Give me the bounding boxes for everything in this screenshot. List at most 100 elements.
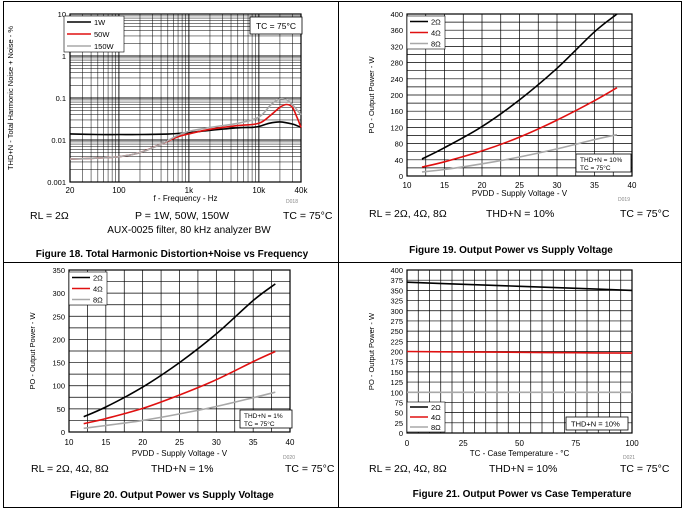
x-tick-label: 1k bbox=[185, 186, 194, 195]
fig21-condition-rl: RL = 2Ω, 4Ω, 8Ω bbox=[369, 463, 447, 475]
chart-power-vs-voltage-10pct: 10 15 20 25 30 35 4004080120160200240280320360… bbox=[367, 10, 637, 198]
x-axis-label: PVDD - Supply Voltage - V bbox=[472, 189, 568, 198]
y-tick-label: 10 bbox=[58, 10, 66, 19]
y-tick-label: 200 bbox=[390, 348, 403, 357]
fig18-condition-rl: RL = 2Ω bbox=[30, 210, 69, 222]
fig21-note-box: THD+N = 10% bbox=[565, 416, 629, 431]
y-tick-label: 125 bbox=[390, 378, 403, 387]
y-tick-label: 320 bbox=[390, 42, 403, 51]
fig18-condition-tc: TC = 75°C bbox=[283, 210, 333, 222]
chart-power-vs-voltage-1pct: 10 15 20 25 30 35 40 0 50 100 150 200 250 300 350 PVDD … bbox=[28, 266, 295, 458]
plot-border bbox=[68, 269, 291, 433]
x-tick-label: 10k bbox=[252, 186, 266, 195]
y-tick-label: 100 bbox=[390, 388, 403, 397]
x-tick-label: 10 bbox=[403, 181, 412, 190]
y-tick-label: 0.1 bbox=[56, 94, 66, 103]
grid bbox=[69, 13, 302, 183]
x-tick-label: 40k bbox=[295, 186, 309, 195]
y-tick-label: 275 bbox=[390, 317, 403, 326]
y-tick-label: 50 bbox=[395, 409, 403, 418]
y-tick-label: 175 bbox=[390, 358, 403, 367]
y-tick-label: 150 bbox=[390, 368, 403, 377]
fig20-condition-rl: RL = 2Ω, 4Ω, 8Ω bbox=[31, 463, 109, 475]
fig19-corner-label: D019 bbox=[618, 197, 630, 203]
chart-thdn-vs-frequency: 20 100 1k 10k 40k 0.001 0.01 0.1 1 10 f - Frequenc… bbox=[6, 10, 308, 203]
series-line-8Ω bbox=[83, 391, 276, 430]
y-tick-label: 350 bbox=[52, 266, 65, 275]
x-tick-label: 50 bbox=[515, 439, 524, 448]
x-tick-label: 40 bbox=[286, 438, 295, 447]
series-line-150W bbox=[69, 97, 302, 160]
y-tick-label: 200 bbox=[390, 91, 403, 100]
series-line-8Ω bbox=[421, 133, 618, 173]
fig19-note-box: THD+N = 10% TC = 75°C bbox=[575, 153, 632, 173]
y-tick-label: 0.01 bbox=[51, 136, 66, 145]
y-tick-label: 80 bbox=[395, 140, 403, 149]
y-tick-label: 0.001 bbox=[47, 178, 66, 187]
series-line-1W bbox=[69, 121, 302, 136]
y-tick-label: 50 bbox=[57, 405, 65, 414]
fig21-corner-label: D021 bbox=[623, 455, 635, 461]
y-tick-label: 360 bbox=[390, 26, 403, 35]
y-tick-label: 150 bbox=[52, 359, 65, 368]
x-tick-label: 35 bbox=[249, 438, 258, 447]
y-tick-label: 160 bbox=[390, 107, 403, 116]
x-tick-label: 25 bbox=[515, 181, 524, 190]
y-tick-label: 0 bbox=[399, 172, 403, 181]
y-tick-label: 0 bbox=[61, 428, 65, 437]
y-tick-label: 200 bbox=[52, 335, 65, 344]
plot-border bbox=[406, 13, 633, 177]
y-tick-label: 375 bbox=[390, 276, 403, 285]
legend-entry: 4Ω bbox=[431, 29, 441, 38]
legend-entry: 8Ω bbox=[431, 423, 441, 432]
x-axis-label: TC - Case Temperature - °C bbox=[470, 449, 570, 458]
fig19-caption: Figure 19. Output Power vs Supply Voltag… bbox=[409, 245, 613, 256]
figure-20: 10 15 20 25 30 35 40 0 50 100 150 200 250 300 350 PVDD … bbox=[28, 266, 335, 501]
fig21-condition-tc: TC = 75°C bbox=[620, 463, 670, 475]
legend-entry: 2Ω bbox=[431, 18, 441, 27]
y-tick-label: 280 bbox=[390, 59, 403, 68]
fig19-condition-tc: TC = 75°C bbox=[620, 208, 670, 220]
legend-entry: 4Ω bbox=[93, 285, 103, 294]
series-line-2Ω bbox=[83, 283, 276, 418]
x-tick-label: 40 bbox=[628, 181, 637, 190]
fig18-condition-power: P = 1W, 50W, 150W bbox=[135, 210, 229, 222]
y-axis-label: PO - Output Power - W bbox=[367, 312, 376, 390]
y-tick-label: 400 bbox=[390, 266, 403, 275]
x-tick-label: 0 bbox=[405, 439, 410, 448]
fig20-condition-tc: TC = 75°C bbox=[285, 463, 335, 475]
outer-border bbox=[3, 1, 682, 508]
fig20-note-line-2: TC = 75°C bbox=[244, 420, 275, 428]
fig18-corner-label: D018 bbox=[286, 199, 298, 205]
fig20-corner-label: D020 bbox=[283, 455, 295, 461]
y-tick-label: 300 bbox=[390, 307, 403, 316]
y-tick-label: 40 bbox=[395, 156, 403, 165]
fig20-note-line-1: THD+N = 1% bbox=[244, 413, 283, 420]
series-line-2Ω bbox=[406, 281, 633, 292]
y-tick-label: 325 bbox=[390, 297, 403, 306]
legend-entry: 8Ω bbox=[431, 40, 441, 49]
series-line-4Ω bbox=[421, 87, 618, 168]
y-tick-label: 0 bbox=[399, 429, 403, 438]
y-tick-label: 240 bbox=[390, 75, 403, 84]
y-tick-label: 350 bbox=[390, 286, 403, 295]
legend-entry: 50W bbox=[94, 30, 110, 39]
x-tick-label: 25 bbox=[175, 438, 184, 447]
fig21-note-line-1: THD+N = 10% bbox=[571, 420, 620, 429]
x-tick-label: 30 bbox=[553, 181, 562, 190]
legend-entry: 2Ω bbox=[93, 274, 103, 283]
x-tick-label: 100 bbox=[625, 439, 639, 448]
fig21-condition-thdn: THD+N = 10% bbox=[489, 463, 557, 475]
series-line-4Ω bbox=[83, 350, 276, 425]
fig19-note-line-1: THD+N = 10% bbox=[580, 157, 622, 164]
fig18-caption: Figure 18. Total Harmonic Distortion+Noi… bbox=[36, 249, 309, 260]
series-line-4Ω bbox=[406, 350, 633, 354]
legend-entry: 150W bbox=[94, 42, 115, 51]
fig20-note-box: THD+N = 1% TC = 75°C bbox=[239, 409, 293, 429]
y-tick-label: 250 bbox=[390, 327, 403, 336]
x-tick-label: 20 bbox=[478, 181, 487, 190]
x-tick-label: 20 bbox=[138, 438, 147, 447]
